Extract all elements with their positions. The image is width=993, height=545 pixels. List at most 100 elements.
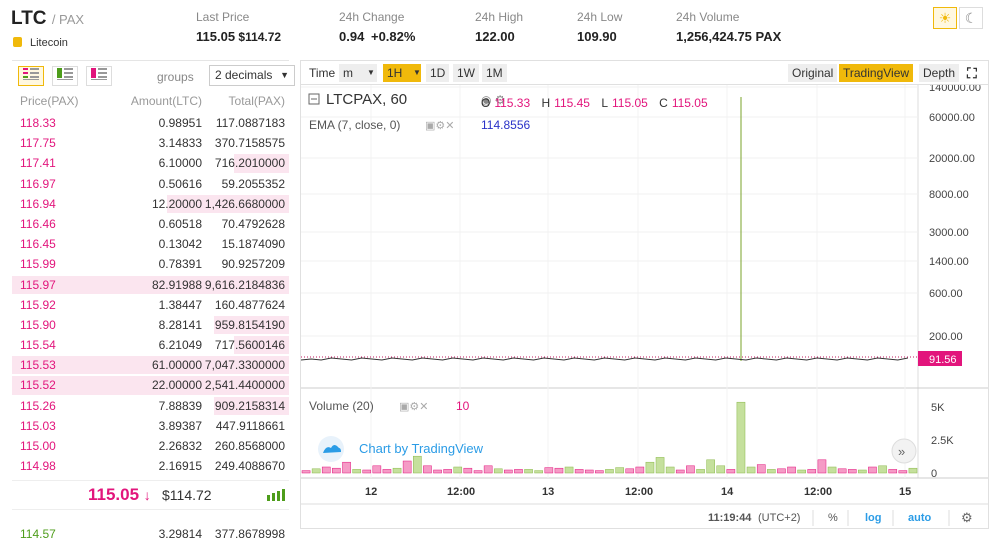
ask-row[interactable]: 116.46 0.60518 70.4792628 <box>12 214 289 234</box>
ask-row[interactable]: 115.26 7.88839 909.2158314 <box>12 396 289 416</box>
volume-axis: 5K 2.5K 0 <box>931 402 954 480</box>
order-book: groups 2 decimals ▼ Price(PAX) Amount(LTC… <box>12 60 295 541</box>
ask-row[interactable]: 115.54 6.21049 717.5600146 <box>12 335 289 355</box>
last-price-row[interactable]: 115.05 ↓ $114.72 <box>12 480 289 511</box>
volume-bar <box>311 468 321 474</box>
watermark[interactable]: Chart by TradingView <box>359 441 484 456</box>
ticker-header: LTC / PAX Litecoin Last Price 115.05 $11… <box>0 0 993 60</box>
groups-select[interactable]: 2 decimals ▼ <box>209 65 295 86</box>
ask-price: 115.53 <box>20 358 56 373</box>
volume-bar <box>858 469 867 474</box>
bid-amount: 3.29814 <box>158 527 202 542</box>
volume-bar <box>837 468 847 474</box>
price-tick: 1400.00 <box>929 256 969 268</box>
volume-bar <box>797 469 806 474</box>
view-bids-icon[interactable] <box>52 66 78 86</box>
interval-1m[interactable]: 1M <box>482 64 507 82</box>
ask-row[interactable]: 116.97 0.50616 59.2055352 <box>12 174 289 194</box>
ask-amount: 3.89387 <box>158 418 202 433</box>
tradingview-button[interactable]: TradingView <box>839 64 914 82</box>
interval-select[interactable]: 1H ▼ <box>383 64 421 82</box>
ask-row[interactable]: 118.33 0.98951 117.0887183 <box>12 113 289 133</box>
volume-bar <box>726 469 736 474</box>
ask-row[interactable]: 115.97 82.91988 9,616.2184836 <box>12 275 289 295</box>
volume-bar <box>595 470 604 474</box>
asks-list: 118.33 0.98951 117.0887183 117.75 3.14833 370… <box>12 113 289 476</box>
view-asks-icon[interactable] <box>86 66 112 86</box>
auto-toggle[interactable]: auto <box>908 512 932 524</box>
log-toggle[interactable]: log <box>865 512 882 524</box>
ask-price: 117.75 <box>20 136 56 151</box>
depth-button[interactable]: Depth <box>919 64 960 82</box>
interval-1d[interactable]: 1D <box>426 64 450 82</box>
time-tick: 12:00 <box>447 486 475 498</box>
percent-toggle[interactable]: % <box>828 512 838 524</box>
stat-last-price: Last Price 115.05 $114.72 <box>196 10 281 44</box>
fullscreen-icon[interactable]: ⛶ <box>967 65 977 81</box>
ask-row[interactable]: 115.52 22.00000 2,541.4400000 <box>12 375 289 395</box>
col-price: Price(PAX) <box>20 94 79 108</box>
volume-bar <box>321 466 331 474</box>
arrow-down-icon: ↓ <box>143 487 151 504</box>
ask-price: 115.54 <box>20 338 56 353</box>
ask-amount: 2.16915 <box>158 459 202 474</box>
ask-total: 7,047.3300000 <box>204 358 285 373</box>
ask-row[interactable]: 116.94 12.20000 1,426.6680000 <box>12 194 289 214</box>
volume-bars <box>301 401 918 474</box>
volume-bar <box>402 460 412 474</box>
stat-label: 24h High <box>475 10 524 24</box>
bid-total: 377.8678998 <box>214 527 285 542</box>
groups-label: groups <box>157 70 194 84</box>
price-chart[interactable]: 140000.00 60000.00 20000.00 8000.00 3000.00 1… <box>301 85 988 529</box>
interval-1w[interactable]: 1W <box>453 64 479 82</box>
base-asset: LTC <box>11 8 47 29</box>
volume-bar <box>696 469 705 474</box>
ask-row[interactable]: 114.98 2.16915 249.4088670 <box>12 456 289 476</box>
volume-bar <box>655 457 665 474</box>
volume-settings-icon[interactable]: ▣⚙✕ <box>399 401 428 413</box>
volume-bar <box>564 466 574 474</box>
ohlc-legend: O 115.33 H 115.45 L 115.05 C 115.05 <box>481 96 708 110</box>
eye-icon[interactable]: ◉ ⚙ <box>481 93 506 107</box>
volume-bar <box>524 469 533 474</box>
sun-icon[interactable]: ☀ <box>933 7 957 29</box>
original-button[interactable]: Original <box>788 64 838 82</box>
depth-bar <box>233 154 289 173</box>
gear-icon[interactable]: ⚙ <box>961 510 973 525</box>
time-tick: 13 <box>542 486 554 498</box>
ask-row[interactable]: 116.45 0.13042 15.1874090 <box>12 234 289 254</box>
time-tick: 14 <box>721 486 734 498</box>
moon-icon[interactable]: ☾ <box>959 7 983 29</box>
scroll-forward-icon[interactable] <box>891 438 917 464</box>
h-value: 115.45 <box>554 96 590 110</box>
time-button[interactable]: Time <box>309 66 336 80</box>
ask-total: 716.2010000 <box>214 156 285 171</box>
stat-value: 1,256,424.75 PAX <box>676 29 782 44</box>
price-badge <box>918 351 962 366</box>
bid-row[interactable]: 114.57 3.29814 377.8678998 <box>12 524 289 544</box>
volume-bar <box>817 459 827 474</box>
ask-row[interactable]: 115.53 61.00000 7,047.3300000 <box>12 355 289 375</box>
volume-bar <box>433 469 442 474</box>
minute-select[interactable]: m ▼ <box>339 64 377 82</box>
ask-price: 117.41 <box>20 156 56 171</box>
depth-bar <box>167 194 289 213</box>
ask-row[interactable]: 117.75 3.14833 370.7158575 <box>12 133 289 153</box>
ask-row[interactable]: 115.90 8.28141 959.8154190 <box>12 315 289 335</box>
ask-row[interactable]: 115.92 1.38447 160.4877624 <box>12 295 289 315</box>
collapse-icon[interactable] <box>308 93 320 105</box>
volume-bar <box>352 469 361 474</box>
settings-icon[interactable]: ▣⚙✕ <box>425 120 454 132</box>
chart-symbol: LTCPAX, 60 <box>326 91 407 108</box>
ask-row[interactable]: 115.00 2.26832 260.8568000 <box>12 436 289 456</box>
volume-bar <box>544 467 554 474</box>
coin-icon <box>13 37 22 47</box>
ask-amount: 8.28141 <box>158 317 202 332</box>
ask-row[interactable]: 115.99 0.78391 90.9257209 <box>12 254 289 274</box>
ask-total: 117.0887183 <box>215 116 285 130</box>
view-both-icon[interactable] <box>18 66 44 86</box>
volume-bar <box>645 461 655 474</box>
ask-row[interactable]: 117.41 6.10000 716.2010000 <box>12 153 289 173</box>
orderbook-columns: Price(PAX) Amount(LTC) Total(PAX) <box>12 91 289 113</box>
ask-row[interactable]: 115.03 3.89387 447.9118661 <box>12 416 289 436</box>
